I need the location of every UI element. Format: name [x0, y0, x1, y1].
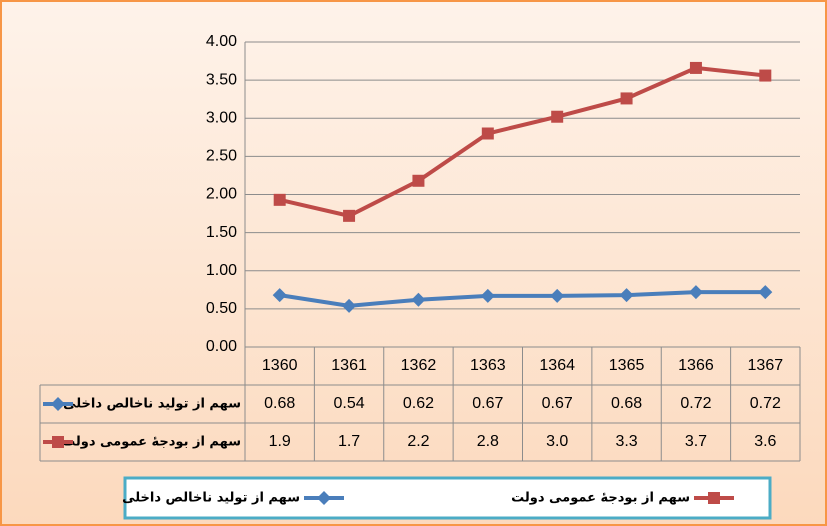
table-value: 0.68	[264, 395, 295, 412]
point	[272, 288, 287, 303]
y-tick-label: 3.50	[206, 71, 237, 88]
y-tick-label: 4.00	[206, 33, 237, 50]
x-tick-label: 1364	[539, 357, 575, 374]
point	[688, 285, 703, 300]
legend-key-marker	[708, 492, 720, 504]
point	[481, 127, 494, 140]
table-value: 0.67	[472, 395, 503, 412]
point	[759, 69, 772, 82]
y-tick-label: 2.00	[206, 186, 237, 203]
x-tick-label: 1361	[331, 357, 367, 374]
point	[620, 92, 633, 105]
x-tick-label: 1362	[401, 357, 437, 374]
table-row-label: سهم از بودجهٔ عمومی دولت	[62, 435, 241, 450]
table-key-marker	[52, 436, 64, 448]
point	[412, 174, 425, 187]
x-tick-label: 1365	[609, 357, 645, 374]
y-tick-label: 0.50	[206, 300, 237, 317]
legend-box	[123, 476, 772, 520]
table-row-label: سهم از تولید ناخالص داخلی	[63, 397, 241, 412]
y-tick-label: 3.00	[206, 109, 237, 126]
point	[342, 298, 357, 313]
table-value: 3.7	[685, 433, 707, 450]
table-value: 3.6	[754, 433, 776, 450]
x-tick-label: 1367	[748, 357, 784, 374]
legend-key-marker	[317, 491, 331, 505]
table-value: 1.9	[269, 433, 291, 450]
table-value: 0.72	[750, 395, 781, 412]
table-value: 0.54	[333, 395, 364, 412]
y-tick-label: 0.00	[206, 338, 237, 355]
series-line	[279, 290, 766, 308]
point	[619, 288, 634, 303]
legend-label: سهم از تولید ناخالص داخلی	[122, 491, 300, 506]
x-tick-label: 1360	[262, 357, 298, 374]
table-value: 0.68	[611, 395, 642, 412]
table-value: 3.0	[546, 433, 568, 450]
point	[343, 209, 356, 222]
legend-label: سهم از بودجهٔ عمومی دولت	[511, 491, 690, 506]
table-value: 2.8	[477, 433, 499, 450]
point	[550, 288, 565, 303]
x-tick-label: 1366	[678, 357, 714, 374]
table-value: 0.72	[680, 395, 711, 412]
x-tick-label: 1363	[470, 357, 506, 374]
table-value: 3.3	[615, 433, 637, 450]
table-value: 2.2	[407, 433, 429, 450]
table-key-marker	[51, 397, 65, 411]
point	[411, 292, 426, 307]
y-tick-label: 1.00	[206, 262, 237, 279]
point	[273, 193, 286, 206]
point	[480, 288, 495, 303]
point	[758, 285, 773, 300]
y-tick-label: 1.50	[206, 224, 237, 241]
table-value: 1.7	[338, 433, 360, 450]
point	[551, 110, 564, 123]
point	[689, 61, 702, 74]
y-tick-label: 2.50	[206, 148, 237, 165]
series-line	[279, 65, 766, 218]
table-value: 0.67	[542, 395, 573, 412]
table-value: 0.62	[403, 395, 434, 412]
